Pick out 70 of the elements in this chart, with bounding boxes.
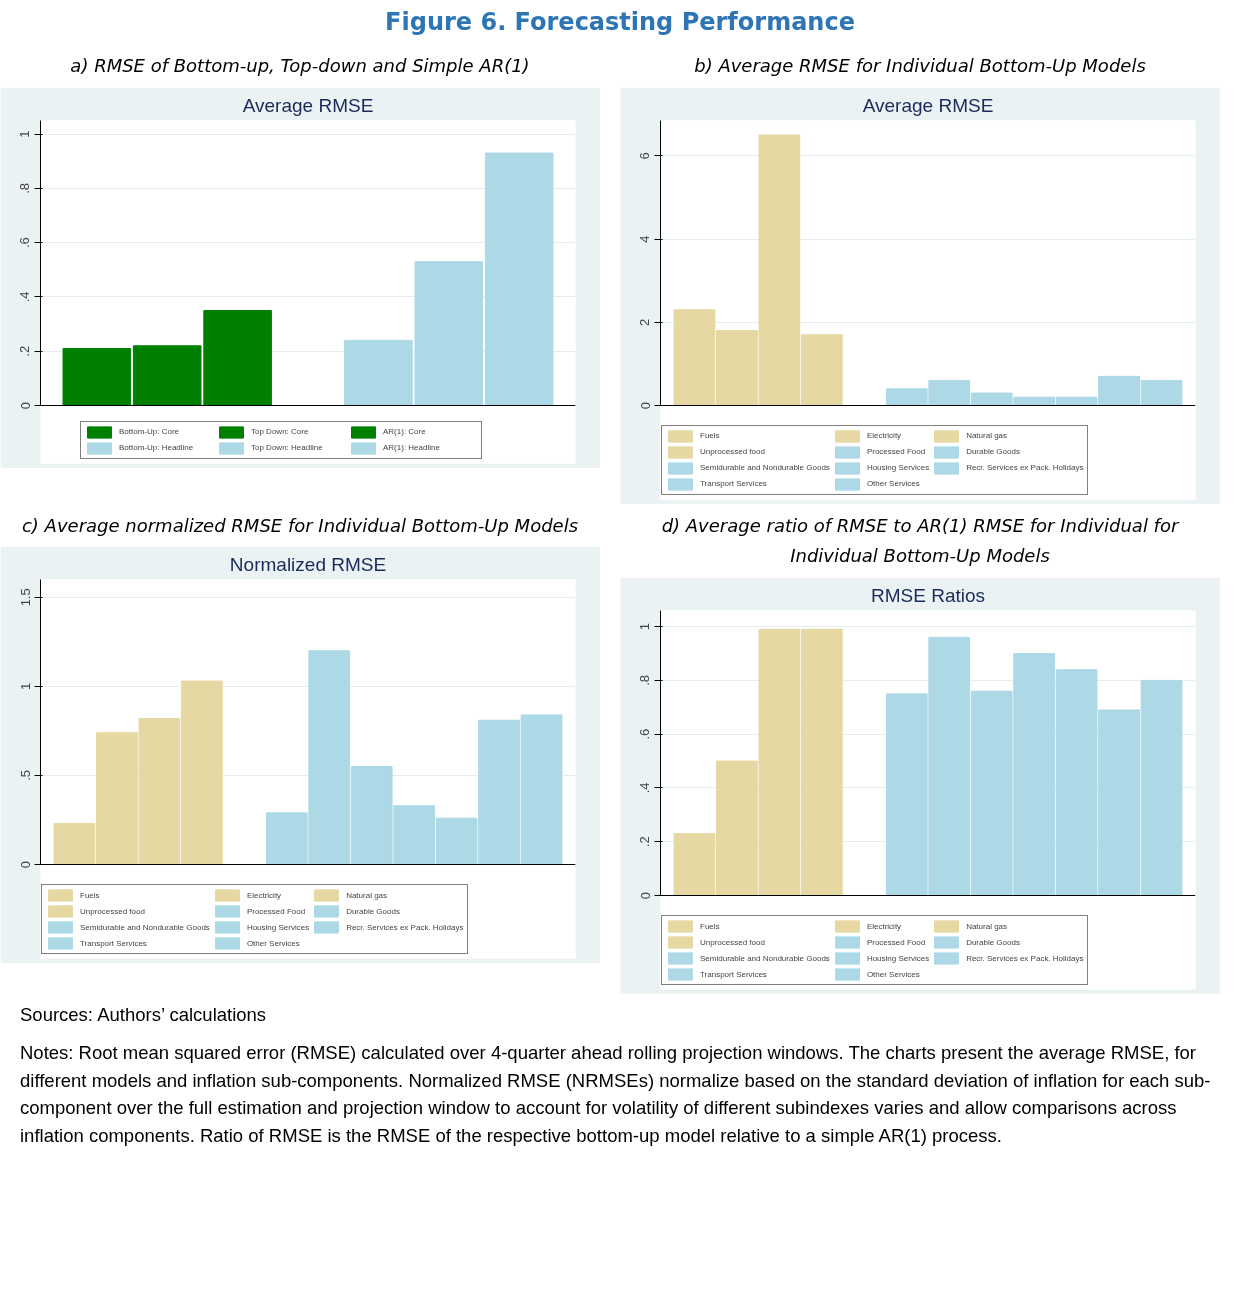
legend-label: Natural gas [346, 889, 388, 902]
y-tick-label: 1.5 [17, 588, 33, 607]
legend-label: AR(1): Headline [383, 442, 441, 455]
legend-label: Other Services [866, 478, 920, 491]
chart-subtitle: d) Average ratio of RMSE to AR(1) RMSE for Individual for Individual Bottom-Up Models [660, 513, 1181, 569]
y-tick-label: 1 [17, 130, 33, 138]
legend-label: Natural gas [966, 430, 1008, 443]
y-tick-label: 1 [17, 683, 33, 691]
legend-label: Durable Goods [966, 446, 1020, 459]
chart-subtitle: c) Average normalized RMSE for Individual Bottom-Up Models [21, 513, 579, 538]
legend-label: Electricity [866, 920, 902, 933]
y-tick-label: .6 [17, 237, 33, 248]
legend-label: Top Down: Headline [251, 442, 324, 455]
legend-label: AR(1): Core [383, 426, 427, 439]
legend-label: Transport Services [80, 937, 147, 950]
y-tick-label: .4 [637, 782, 653, 794]
legend-label: Recr. Services ex Pack. Holidays [966, 462, 1084, 475]
y-tick-label: .6 [637, 728, 653, 740]
legend-label: Unprocessed food [80, 905, 145, 918]
legend-label: Processed Food [246, 905, 306, 918]
legend-label: Electricity [866, 430, 902, 443]
chart-title: Average RMSE [242, 94, 374, 116]
y-tick-label: 0 [17, 861, 33, 869]
chart-title: Average RMSE [862, 94, 994, 116]
legend-label: Top Down: Core [251, 426, 310, 439]
y-tick-label: 6 [637, 152, 653, 160]
legend-label: Semidurable and Nondurable Goods [700, 462, 830, 475]
chart-title: RMSE Ratios [870, 584, 986, 606]
legend-label: Durable Goods [966, 936, 1020, 949]
legend-label: Other Services [866, 968, 920, 981]
legend-label: Electricity [246, 889, 282, 902]
legend-label: Bottom-Up: Headline [119, 442, 195, 455]
legend-label: Housing Services [866, 952, 930, 965]
legend-label: Unprocessed food [700, 446, 765, 459]
legend-label: Bottom-Up: Core [119, 426, 181, 439]
legend-label: Housing Services [866, 462, 930, 475]
chart-title: Normalized RMSE [229, 553, 387, 575]
legend-label: Semidurable and Nondurable Goods [700, 952, 830, 965]
legend-label: Durable Goods [346, 905, 400, 918]
legend-label: Processed Food [866, 446, 926, 459]
legend-label: Recr. Services ex Pack. Holidays [346, 921, 464, 934]
y-tick-label: 0 [637, 891, 653, 900]
chart-subtitle: b) Average RMSE for Individual Bottom-Up Models [694, 54, 1146, 79]
legend-label: Transport Services [700, 968, 767, 981]
legend-label: Natural gas [966, 920, 1008, 933]
text: Figure 6. Forecasting Performance [385, 7, 855, 38]
y-tick-label: .8 [637, 675, 653, 686]
legend-label: Semidurable and Nondurable Goods [80, 921, 210, 934]
y-tick-label: 0 [637, 401, 653, 409]
legend-label: Fuels [700, 430, 720, 443]
source-note: Sources: Authors’ calculations [20, 1003, 267, 1028]
legend-label: Other Services [246, 937, 300, 950]
y-tick-label: .8 [17, 182, 33, 194]
y-tick-label: .4 [17, 291, 33, 303]
legend-label: Transport Services [700, 478, 767, 491]
y-tick-label: .2 [637, 836, 653, 848]
legend-label: Fuels [700, 920, 720, 933]
legend-label: Processed Food [866, 936, 926, 949]
legend-label: Recr. Services ex Pack. Holidays [966, 952, 1084, 965]
y-tick-label: .2 [17, 345, 33, 357]
legend-label: Unprocessed food [700, 936, 765, 949]
y-tick-label: 0 [17, 401, 33, 409]
y-tick-label: .5 [17, 770, 33, 782]
y-tick-label: 4 [637, 235, 653, 243]
text: Notes: Root mean squared error (RMSE) calculated over 4-quarter ahead rolling projection windows. The charts present the average RMSE, for different models and inflation sub-components. Normalized RMSE (NRMSEs) normalize based on the standard deviation of inflation for each sub-component over the full estimation and projection window to account for volatility of different subindexes varies and allow comparisons across inflation components. Ratio of RMSE is the RMSE of the respective bottom-up model relative to a simple AR(1) process. [20, 1040, 1212, 1149]
legend-label: Housing Services [246, 921, 310, 934]
y-tick-label: 1 [637, 623, 653, 631]
y-tick-label: 2 [637, 318, 653, 326]
legend-label: Fuels [80, 889, 100, 902]
chart-subtitle: a) RMSE of Bottom-up, Top-down and Simple AR(1) [70, 54, 530, 79]
